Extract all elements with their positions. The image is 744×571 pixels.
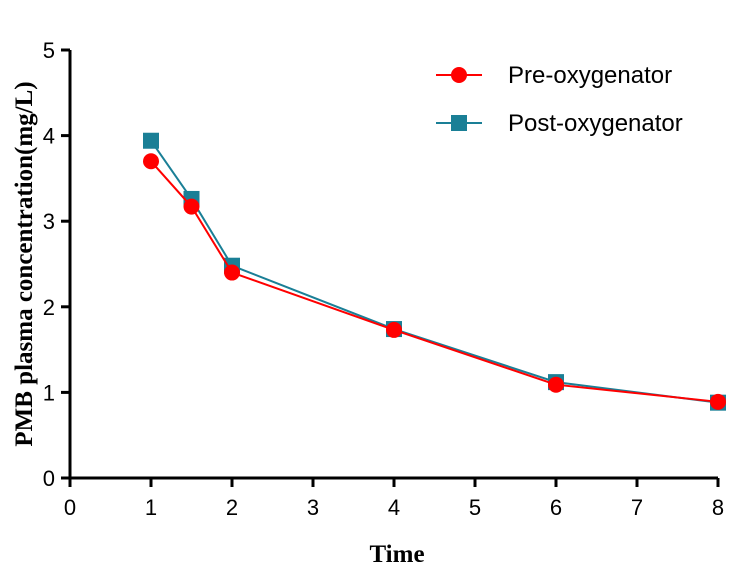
y-tick-label: 1 [43,380,55,405]
y-axis-ticks: 0 1 2 3 4 5 [43,38,70,491]
legend-marker-post-oxygenator [451,115,467,131]
x-tick-label: 5 [469,495,481,520]
x-tick-label: 2 [226,495,238,520]
legend-marker-pre-oxygenator [451,67,467,83]
series-pre-oxygenator [143,153,726,410]
legend-label-pre-oxygenator: Pre-oxygenator [508,62,672,89]
legend-item-pre-oxygenator: Pre-oxygenator [436,62,672,89]
x-tick-label: 8 [712,495,724,520]
x-tick-label: 1 [145,495,157,520]
series-layer [143,132,726,411]
data-point-pre-oxygenator [386,321,402,338]
y-tick-label: 5 [43,38,55,63]
y-tick-label: 0 [43,466,55,491]
series-line-pre-oxygenator [150,160,719,403]
x-axis-title: Time [369,541,424,568]
x-axis-ticks: 0 1 2 3 4 5 6 7 8 [64,478,724,520]
data-point-pre-oxygenator [183,198,200,215]
y-tick-label: 2 [43,295,55,320]
y-axis-title: PMB plasma concentration(mg/L) [11,81,38,446]
legend-label-post-oxygenator: Post-oxygenator [508,110,683,137]
y-tick-label: 3 [43,209,55,234]
series-line-post-oxygenator [150,140,719,404]
data-point-pre-oxygenator [710,393,726,410]
y-tick-label: 4 [43,124,55,149]
x-tick-label: 3 [307,495,319,520]
data-point-pre-oxygenator [224,264,240,281]
legend: Pre-oxygenator Post-oxygenator [436,62,683,137]
data-point-post-oxygenator [143,132,159,149]
x-tick-label: 0 [64,495,76,520]
legend-item-post-oxygenator: Post-oxygenator [436,110,683,137]
data-point-pre-oxygenator [143,153,159,170]
x-tick-label: 6 [550,495,562,520]
x-tick-label: 7 [631,495,643,520]
data-point-pre-oxygenator [548,376,564,393]
x-tick-label: 4 [388,495,400,520]
